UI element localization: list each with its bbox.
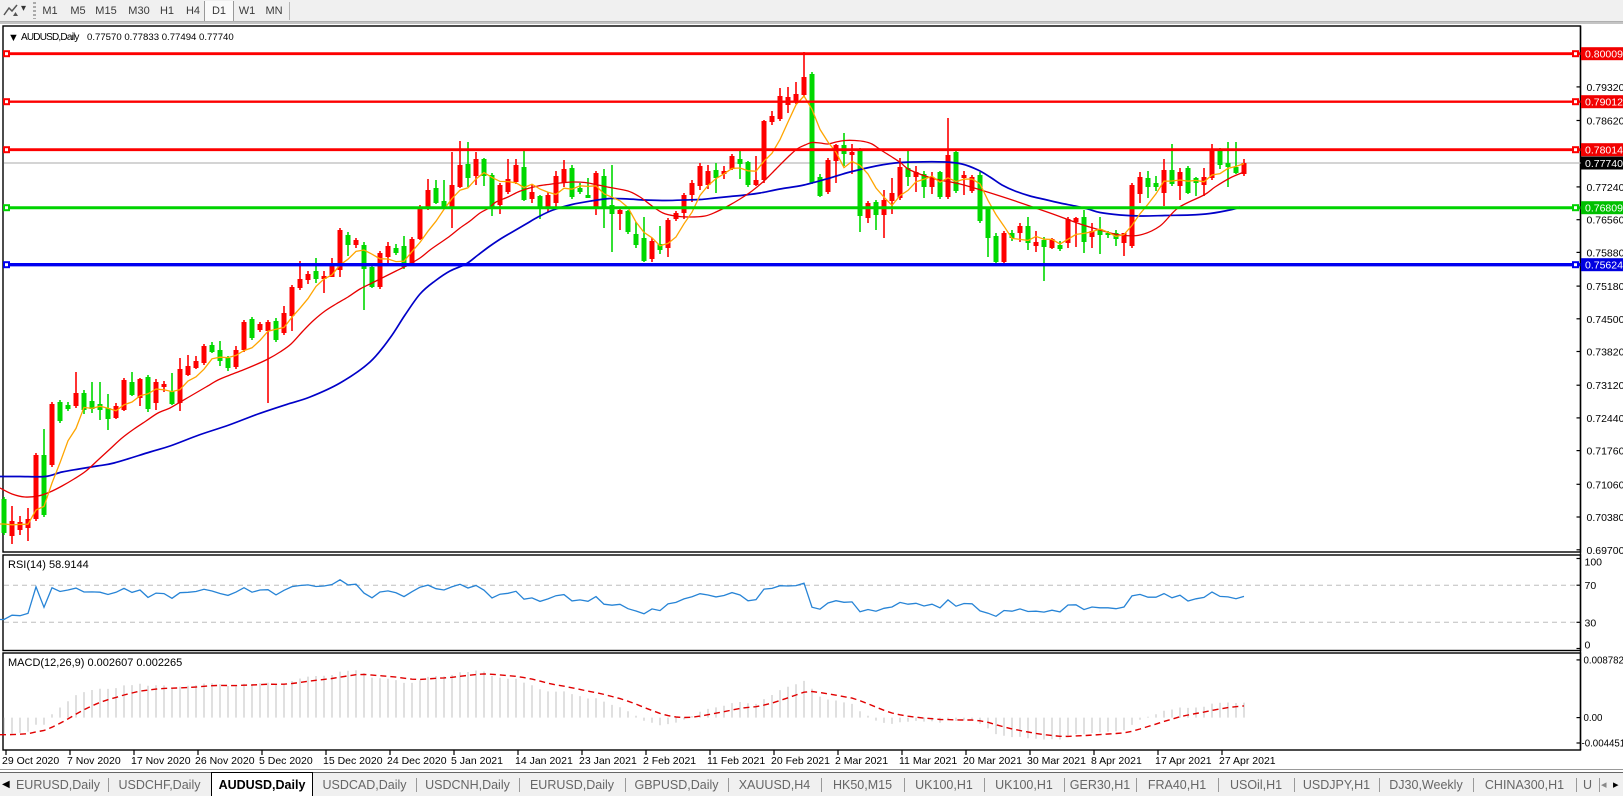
svg-text:70: 70 [1585,580,1597,592]
svg-text:AUDUSD,Daily: AUDUSD,Daily [21,32,79,43]
svg-text:0.75624: 0.75624 [1585,260,1623,272]
svg-text:17 Apr 2021: 17 Apr 2021 [1155,755,1212,767]
svg-text:100: 100 [1585,557,1603,569]
svg-text:29 Oct 2020: 29 Oct 2020 [2,755,59,767]
svg-text:0.008782: 0.008782 [1584,655,1623,666]
svg-text:▼: ▼ [8,32,19,44]
svg-text:30: 30 [1585,617,1597,629]
svg-text:24 Dec 2020: 24 Dec 2020 [387,755,447,767]
svg-text:0.76560: 0.76560 [1587,215,1623,227]
svg-text:0.77740: 0.77740 [1585,158,1623,170]
svg-text:8 Apr 2021: 8 Apr 2021 [1091,755,1142,767]
svg-text:20 Mar 2021: 20 Mar 2021 [963,755,1022,767]
svg-text:15 Dec 2020: 15 Dec 2020 [323,755,383,767]
svg-text:14 Jan 2021: 14 Jan 2021 [515,755,573,767]
svg-text:5 Dec 2020: 5 Dec 2020 [259,755,313,767]
svg-text:0.00: 0.00 [1584,713,1603,724]
svg-text:0.71760: 0.71760 [1587,446,1623,458]
svg-text:0.72440: 0.72440 [1587,413,1623,425]
svg-text:0.79012: 0.79012 [1585,97,1623,109]
svg-text:0: 0 [1585,640,1591,652]
svg-text:5 Jan 2021: 5 Jan 2021 [451,755,503,767]
svg-text:0.73820: 0.73820 [1587,347,1623,359]
svg-text:2 Mar 2021: 2 Mar 2021 [835,755,888,767]
svg-text:0.76809: 0.76809 [1585,203,1623,215]
svg-text:17 Nov 2020: 17 Nov 2020 [131,755,191,767]
svg-text:23 Jan 2021: 23 Jan 2021 [579,755,637,767]
svg-text:-0.004451: -0.004451 [1582,739,1623,750]
svg-text:0.80009: 0.80009 [1585,49,1623,61]
svg-text:27 Apr 2021: 27 Apr 2021 [1219,755,1276,767]
svg-text:0.78014: 0.78014 [1585,145,1623,157]
svg-text:0.75180: 0.75180 [1587,281,1623,293]
svg-text:0.79320: 0.79320 [1587,82,1623,94]
svg-text:0.75880: 0.75880 [1587,247,1623,259]
svg-text:7 Nov 2020: 7 Nov 2020 [67,755,121,767]
svg-text:0.70380: 0.70380 [1587,512,1623,524]
svg-text:0.77240: 0.77240 [1587,182,1623,194]
svg-text:11 Mar 2021: 11 Mar 2021 [899,755,957,767]
svg-text:20 Feb 2021: 20 Feb 2021 [771,755,830,767]
svg-text:0.77570 0.77833 0.77494 0.7774: 0.77570 0.77833 0.77494 0.77740 [87,32,234,43]
svg-text:2 Feb 2021: 2 Feb 2021 [643,755,696,767]
svg-text:MACD(12,26,9) 0.002607 0.00226: MACD(12,26,9) 0.002607 0.002265 [8,657,182,669]
svg-text:26 Nov 2020: 26 Nov 2020 [195,755,255,767]
svg-text:30 Mar 2021: 30 Mar 2021 [1027,755,1086,767]
svg-text:0.78620: 0.78620 [1587,116,1623,128]
svg-text:0.71060: 0.71060 [1587,479,1623,491]
svg-text:0.73120: 0.73120 [1587,380,1623,392]
svg-text:0.69700: 0.69700 [1587,545,1623,557]
svg-text:0.74500: 0.74500 [1587,314,1623,326]
svg-text:11 Feb 2021: 11 Feb 2021 [707,755,765,767]
svg-text:RSI(14) 58.9144: RSI(14) 58.9144 [8,559,89,571]
